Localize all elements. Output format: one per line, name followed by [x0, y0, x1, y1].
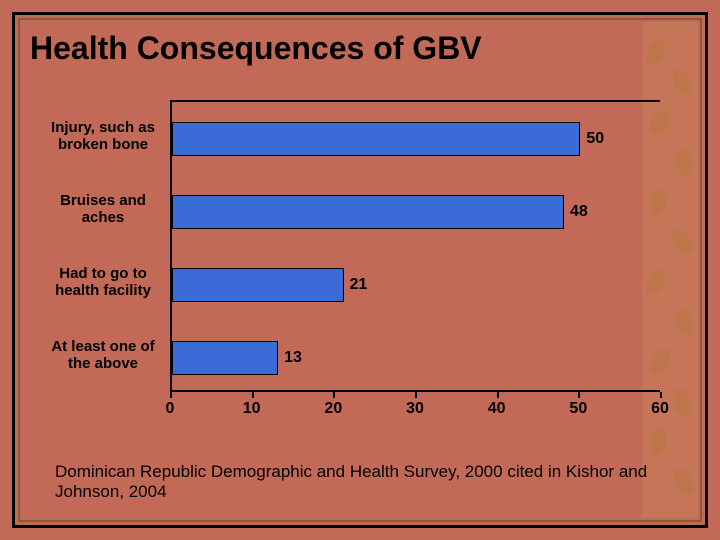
y-axis-label: Bruises andaches [40, 192, 166, 227]
bar-row: 48 [172, 195, 662, 229]
x-tick-mark [333, 392, 335, 398]
bar [172, 195, 564, 229]
bar-row: 21 [172, 268, 662, 302]
y-label-line2: broken bone [58, 136, 148, 153]
bar-value-label: 48 [564, 195, 588, 229]
y-label-line1: At least one of [51, 338, 154, 355]
y-axis-labels: Injury, such asbroken bone Bruises andach… [40, 100, 170, 392]
y-label-line2: health facility [55, 282, 151, 299]
slide-title: Health Consequences of GBV [30, 30, 690, 67]
y-axis-label: Had to go tohealth facility [40, 265, 166, 300]
x-tick-mark [170, 392, 172, 398]
x-tick-label: 10 [243, 400, 261, 418]
x-tick-label: 30 [406, 400, 424, 418]
x-tick-label: 50 [569, 400, 587, 418]
y-label-line1: Had to go to [59, 265, 146, 282]
plot-area: 50 48 21 13 [170, 100, 660, 392]
y-label-line2: the above [68, 355, 138, 372]
bar [172, 268, 344, 302]
bar [172, 341, 278, 375]
title-area: Health Consequences of GBV [30, 30, 690, 67]
x-tick-label: 60 [651, 400, 669, 418]
source-citation: Dominican Republic Demographic and Healt… [55, 462, 670, 503]
bar [172, 122, 580, 156]
x-tick-label: 0 [166, 400, 175, 418]
x-tick-mark [578, 392, 580, 398]
y-axis-label: Injury, such asbroken bone [40, 119, 166, 154]
x-tick-mark [415, 392, 417, 398]
y-label-line1: Bruises and [60, 192, 146, 209]
bar-value-label: 13 [278, 341, 302, 375]
bar-value-label: 21 [344, 268, 368, 302]
x-tick-mark [660, 392, 662, 398]
x-tick-label: 20 [324, 400, 342, 418]
y-label-line2: aches [82, 209, 125, 226]
bar-row: 13 [172, 341, 662, 375]
x-axis: 0102030405060 [170, 392, 660, 422]
x-tick-mark [497, 392, 499, 398]
bar-value-label: 50 [580, 122, 604, 156]
bar-row: 50 [172, 122, 662, 156]
chart: Injury, such asbroken bone Bruises andach… [40, 100, 680, 440]
x-tick-label: 40 [488, 400, 506, 418]
slide: Health Consequences of GBV Injury, such … [0, 0, 720, 540]
x-tick-mark [252, 392, 254, 398]
y-label-line1: Injury, such as [51, 119, 155, 136]
y-axis-label: At least one ofthe above [40, 338, 166, 373]
